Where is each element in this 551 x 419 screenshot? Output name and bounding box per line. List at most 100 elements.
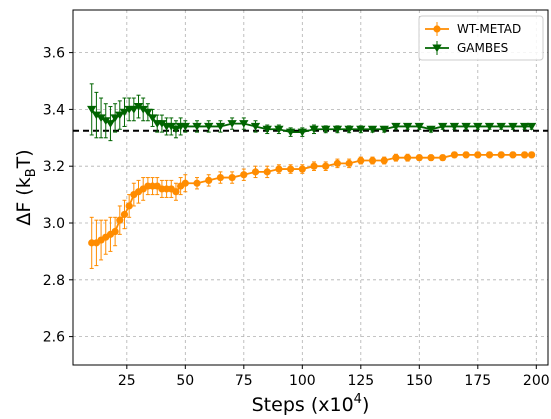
data-point xyxy=(356,125,366,134)
data-point xyxy=(333,159,342,167)
x-axis-label-superscript: 4 xyxy=(354,392,362,407)
data-point xyxy=(402,122,413,131)
data-point xyxy=(227,120,237,128)
data-point xyxy=(205,176,213,184)
data-point xyxy=(450,151,459,159)
data-point xyxy=(239,120,249,128)
data-point xyxy=(240,171,248,179)
data-point xyxy=(322,162,330,170)
data-point xyxy=(368,156,377,165)
y-tick-label: 3.0 xyxy=(43,216,65,232)
y-axis-label-subscript: B xyxy=(24,168,39,177)
data-point xyxy=(263,168,271,176)
x-tick-label: 100 xyxy=(289,373,316,389)
data-point xyxy=(332,125,343,134)
data-point xyxy=(357,156,365,165)
data-point xyxy=(129,105,139,114)
x-tick-label: 200 xyxy=(523,373,550,389)
data-point xyxy=(274,125,284,134)
data-point xyxy=(143,108,153,117)
data-point xyxy=(204,122,214,131)
data-point xyxy=(105,120,116,128)
legend-item: GAMBES xyxy=(425,41,508,55)
data-point xyxy=(309,125,319,134)
data-point xyxy=(228,173,236,182)
data-point xyxy=(119,108,130,117)
data-point xyxy=(449,122,460,131)
data-point xyxy=(496,122,506,131)
data-point xyxy=(391,122,401,131)
data-point xyxy=(367,125,378,134)
data-point xyxy=(485,151,494,159)
data-point xyxy=(521,151,529,159)
data-point xyxy=(110,114,120,123)
data-point xyxy=(96,114,106,123)
data-point xyxy=(147,114,158,123)
data-point xyxy=(120,210,129,219)
data-point xyxy=(216,173,225,182)
axis-ticks: 25 50 75 100 125 150 175 200 2.6 2.8 3.0 3.2 3.4 3.6 xyxy=(43,46,550,389)
series-gambes xyxy=(87,83,537,142)
data-point xyxy=(415,154,423,162)
data-point xyxy=(345,159,353,167)
data-point xyxy=(87,105,97,114)
data-point xyxy=(426,125,436,134)
data-point xyxy=(215,122,226,131)
x-tick-label: 125 xyxy=(347,373,374,389)
data-point xyxy=(138,105,148,114)
legend-label: WT-METAD xyxy=(457,22,521,36)
x-tick-label: 75 xyxy=(235,373,253,389)
data-point xyxy=(125,202,133,210)
y-tick-label: 3.2 xyxy=(43,159,65,175)
legend-marker xyxy=(432,44,442,53)
data-point xyxy=(509,151,517,159)
x-tick-label: 150 xyxy=(406,373,433,389)
legend-label: GAMBES xyxy=(457,41,508,55)
y-axis-label-main: ΔF (k xyxy=(13,177,35,225)
data-point xyxy=(528,151,536,159)
data-point xyxy=(172,188,180,196)
data-point xyxy=(111,227,119,236)
data-point xyxy=(166,122,176,131)
data-point xyxy=(321,125,331,134)
data-point xyxy=(392,154,400,162)
y-tick-label: 2.6 xyxy=(43,330,65,346)
data-point xyxy=(101,117,111,125)
x-axis-label: Steps (x104) xyxy=(252,392,370,416)
series-wt-metad xyxy=(88,151,536,269)
data-point xyxy=(526,122,537,131)
plot-frame xyxy=(72,9,549,366)
y-axis-label: ΔF (kBT) xyxy=(13,149,39,225)
data-point xyxy=(157,120,167,128)
series-group xyxy=(87,83,537,269)
x-tick-label: 175 xyxy=(464,373,491,389)
data-point xyxy=(414,122,424,131)
data-point xyxy=(404,154,412,162)
data-point xyxy=(497,151,505,159)
y-axis-label-end: T) xyxy=(13,149,35,169)
data-point xyxy=(438,122,448,131)
data-point xyxy=(171,125,181,134)
data-point xyxy=(192,122,202,131)
data-point xyxy=(439,154,447,162)
x-axis-label-end: ) xyxy=(362,394,369,416)
data-point xyxy=(484,122,495,131)
data-point xyxy=(297,128,307,137)
data-point xyxy=(344,125,354,134)
data-point xyxy=(473,122,483,131)
legend-box xyxy=(418,15,544,61)
data-point xyxy=(285,128,296,137)
data-point xyxy=(181,179,189,187)
data-point xyxy=(116,216,124,224)
data-point xyxy=(115,111,125,120)
x-tick-label: 50 xyxy=(176,373,194,389)
data-point xyxy=(133,103,144,111)
data-point xyxy=(310,162,318,170)
data-point xyxy=(427,154,435,162)
legend-marker xyxy=(433,25,441,33)
data-point xyxy=(91,111,102,120)
data-point xyxy=(262,125,272,134)
data-point xyxy=(250,122,261,131)
y-tick-label: 3.6 xyxy=(43,46,65,62)
data-point xyxy=(461,122,471,131)
